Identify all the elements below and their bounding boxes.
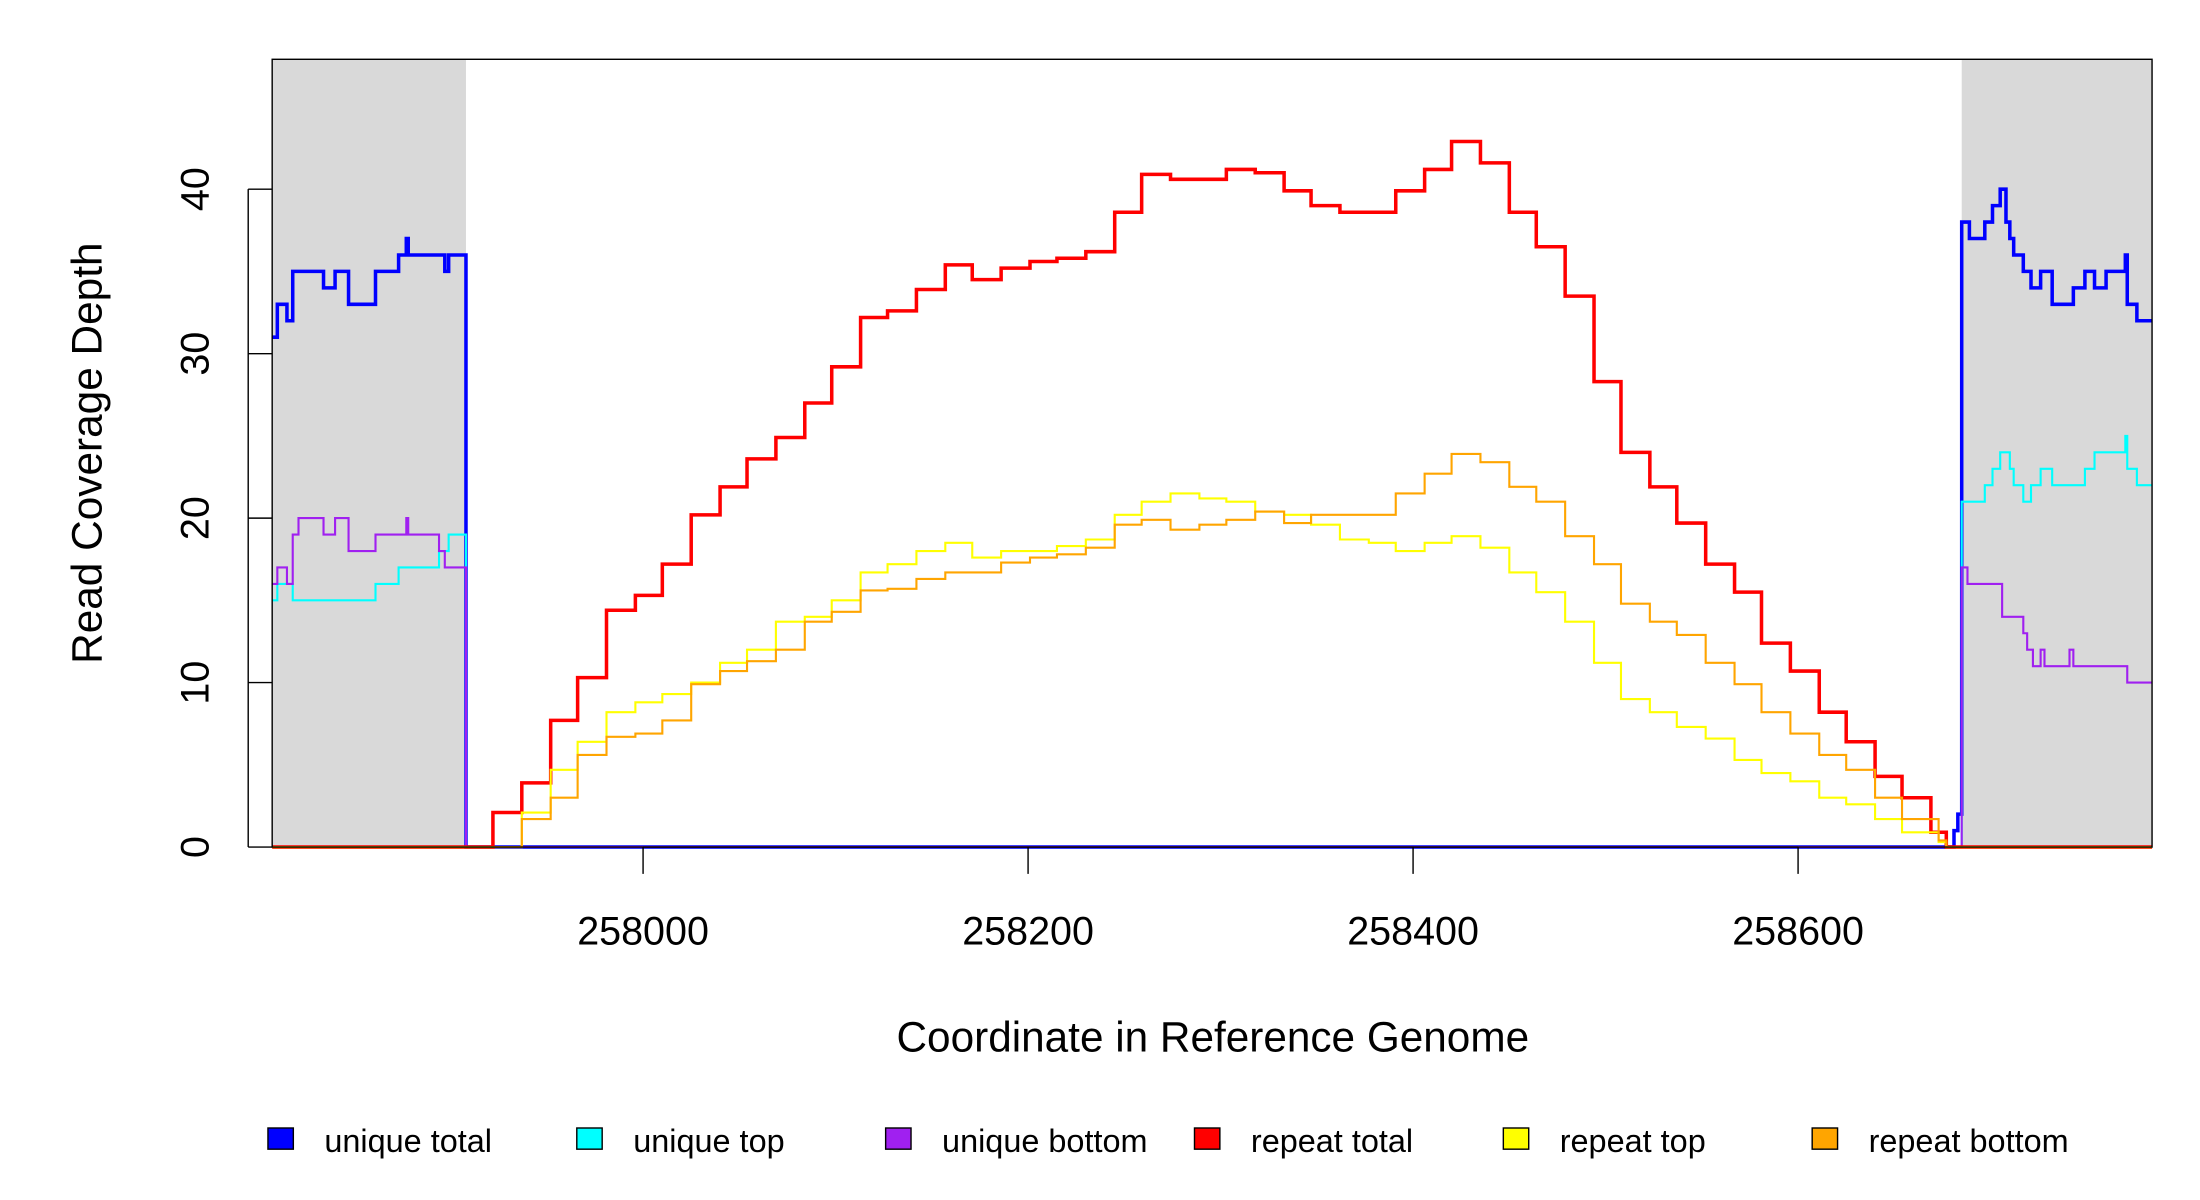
- x-tick-label: 258400: [1347, 909, 1479, 953]
- series-lines: [272, 139, 2153, 849]
- plot-frame: [271, 58, 2153, 848]
- legend-label: repeat total: [1251, 1123, 1413, 1159]
- legend-swatch: [576, 1127, 603, 1150]
- y-tick-label: 30: [174, 332, 218, 376]
- legend-label: unique top: [633, 1123, 784, 1159]
- x-axis: 258000 258200 258400 258600: [577, 846, 1864, 953]
- legend-swatch: [1193, 1127, 1221, 1150]
- legend-label: repeat bottom: [1869, 1123, 2069, 1159]
- y-axis: 0 10 20 30 40: [174, 167, 273, 858]
- y-axis-title: Read Coverage Depth: [64, 242, 111, 663]
- legend-swatch: [1502, 1127, 1530, 1150]
- shaded-regions: [272, 59, 2153, 848]
- legend-swatch: [1811, 1127, 1839, 1150]
- legend-swatch: [267, 1127, 295, 1150]
- legend-item-unique-top: unique top: [576, 1123, 785, 1159]
- legend-item-repeat-bottom: repeat bottom: [1811, 1123, 2069, 1159]
- x-axis-title: Coordinate in Reference Genome: [897, 1014, 1530, 1061]
- legend-label: unique bottom: [942, 1123, 1147, 1159]
- y-tick-label: 0: [174, 836, 218, 858]
- series-line-unique-total: [272, 187, 2153, 849]
- series-line-unique-bottom: [272, 517, 2153, 849]
- legend-item-unique-total: unique total: [267, 1123, 492, 1159]
- y-tick-label: 40: [174, 167, 218, 211]
- x-tick-label: 258000: [577, 909, 709, 953]
- x-tick-label: 258200: [962, 909, 1094, 953]
- y-tick-label: 10: [174, 661, 218, 705]
- legend-label: repeat top: [1560, 1123, 1706, 1159]
- legend: unique total unique top unique bottom repea…: [267, 1123, 2069, 1159]
- series-line-repeat-top: [272, 492, 2153, 849]
- legend-item-repeat-total: repeat total: [1193, 1123, 1413, 1159]
- series-line-repeat-total: [272, 139, 2153, 849]
- y-tick-label: 20: [174, 496, 218, 540]
- series-line-unique-top: [272, 434, 2153, 849]
- x-tick-label: 258600: [1732, 909, 1864, 953]
- legend-swatch: [884, 1127, 912, 1150]
- legend-item-unique-bottom: unique bottom: [884, 1123, 1148, 1159]
- legend-item-repeat-top: repeat top: [1502, 1123, 1706, 1159]
- shaded-region-0: [272, 59, 466, 848]
- legend-label: unique total: [324, 1123, 492, 1159]
- series-line-repeat-bottom: [272, 452, 2153, 849]
